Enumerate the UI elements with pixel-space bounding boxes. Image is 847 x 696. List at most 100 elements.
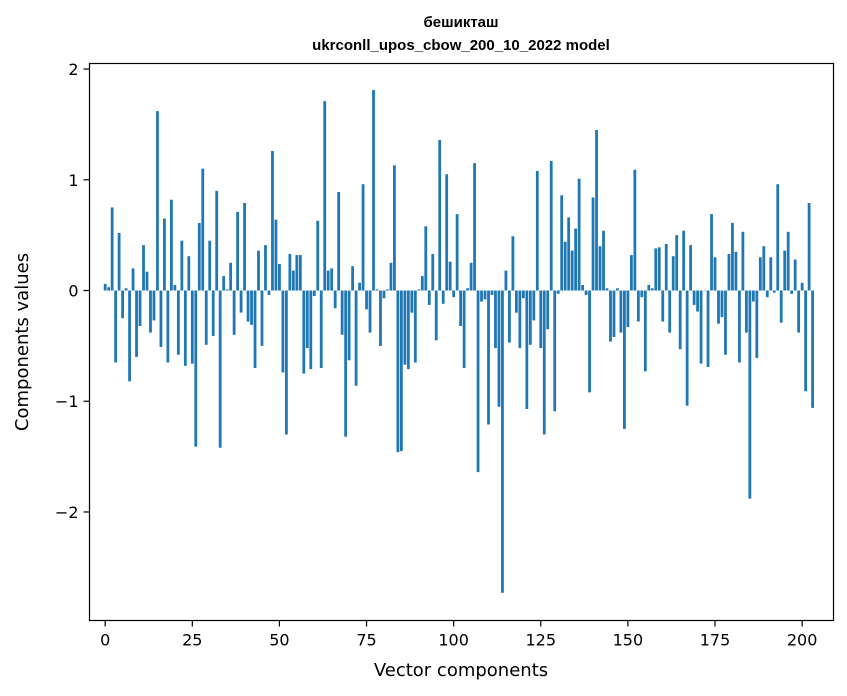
x-tick-label: 100 [438, 631, 469, 650]
bar [445, 174, 449, 291]
bar [427, 290, 431, 305]
bar [183, 290, 187, 366]
bar [710, 214, 713, 291]
bar [344, 290, 348, 437]
bar [786, 231, 790, 291]
bar [250, 290, 253, 325]
bar [239, 290, 243, 313]
y-axis-label: Components values [12, 253, 33, 431]
bar [393, 165, 396, 291]
bar [424, 226, 428, 291]
bar [170, 199, 173, 291]
x-tick-label: 125 [526, 631, 557, 650]
bar [382, 290, 386, 299]
bar [727, 253, 731, 291]
bar [260, 290, 264, 346]
bar [281, 290, 285, 373]
bar [535, 170, 539, 291]
bar [483, 290, 487, 300]
bar [361, 184, 365, 291]
bar [438, 139, 442, 291]
bar [490, 290, 494, 295]
bar [197, 222, 201, 291]
bar [152, 290, 156, 321]
bar [333, 290, 337, 309]
bar [793, 259, 797, 291]
bar [532, 290, 536, 321]
bar [560, 195, 564, 291]
x-tick-label: 175 [700, 631, 731, 650]
bar [616, 288, 619, 291]
bar [117, 232, 121, 291]
bar [389, 262, 393, 291]
bar [163, 218, 166, 291]
bar [211, 290, 215, 336]
bar [103, 283, 107, 291]
x-tick-label: 25 [182, 631, 202, 650]
bar [267, 290, 271, 295]
bar [410, 290, 414, 313]
bar [528, 290, 532, 345]
bar [229, 262, 233, 291]
bar [654, 248, 658, 291]
bar [448, 261, 452, 291]
bar [539, 290, 543, 349]
bar [497, 290, 501, 407]
bar [553, 290, 557, 412]
bar [291, 270, 295, 291]
chart-title: бешикташ [423, 14, 498, 31]
bar [556, 290, 560, 294]
bar [107, 287, 111, 291]
y-tick-label: −2 [55, 503, 79, 522]
bar [675, 235, 679, 291]
bar [347, 290, 351, 361]
bar [762, 246, 766, 291]
bar [124, 288, 128, 291]
bar [354, 290, 358, 386]
bar [372, 90, 375, 291]
bar [765, 290, 769, 298]
chart-subtitle: ukrconll_upos_cbow_200_10_2022 model [312, 37, 610, 54]
x-tick-label: 150 [613, 631, 644, 650]
bar [135, 290, 138, 357]
bar [173, 284, 177, 291]
bar [319, 290, 323, 369]
bar [406, 290, 410, 370]
bar [633, 169, 637, 291]
y-tick-label: 1 [68, 171, 78, 190]
bar [776, 184, 780, 291]
bar [640, 290, 644, 298]
bar [257, 250, 260, 291]
bar [156, 111, 159, 291]
bar [309, 290, 313, 370]
bar [668, 290, 672, 333]
bar [121, 290, 124, 319]
bar [692, 290, 696, 305]
bar [351, 266, 354, 291]
bar [734, 251, 738, 291]
bar [159, 290, 163, 347]
bar [724, 290, 727, 355]
bar [403, 290, 407, 365]
bar [804, 290, 808, 392]
bar [755, 290, 759, 359]
bar [218, 290, 222, 448]
bar [274, 219, 278, 291]
bar [204, 290, 208, 345]
bar [166, 290, 170, 363]
bar [636, 290, 640, 322]
bar [145, 271, 149, 291]
bar [399, 290, 403, 452]
bar [563, 241, 567, 291]
bar [605, 288, 609, 291]
bar [480, 290, 483, 302]
bar [469, 262, 473, 291]
bar [731, 222, 734, 291]
x-axis-label: Vector components [374, 660, 548, 681]
bar [525, 290, 529, 409]
bar [278, 263, 281, 291]
x-tick-label: 75 [356, 631, 376, 650]
bar [420, 276, 424, 291]
bar [340, 290, 344, 335]
bar [521, 290, 525, 299]
